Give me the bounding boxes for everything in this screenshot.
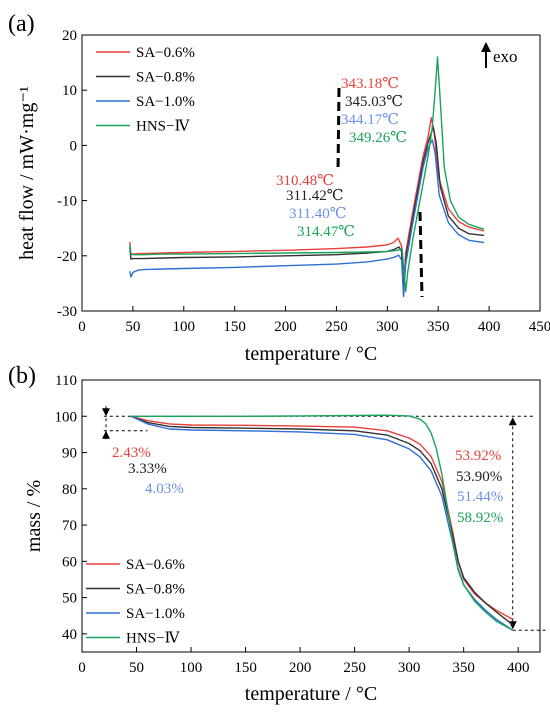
- x-tick-label: 150: [234, 660, 257, 676]
- y-tick-label: 60: [62, 554, 77, 570]
- annotation-label: 58.92%: [457, 510, 503, 526]
- exo-label: exo: [493, 47, 518, 66]
- panel-b-mass-chart: (b) 0 50 100 150 200 250 300 350 400 40 50 60 70 80 9…: [8, 363, 546, 705]
- arrow-up-icon: [101, 430, 110, 439]
- panel-b-label: (b): [8, 363, 36, 389]
- legend-label: SA−0.8%: [126, 582, 185, 598]
- y-tick-label: -30: [57, 304, 77, 320]
- series-line-0: [129, 117, 485, 294]
- panel-b-plot-frame: [81, 379, 541, 653]
- annotation-label: 311.42℃: [286, 188, 343, 204]
- legend-label: SA−0.6%: [126, 557, 185, 573]
- panel-a-y-ticks: -30 -20 -10 0 10 20: [57, 28, 87, 320]
- panel-b-initial-loss-annotations: 2.43%3.33% 4.03%: [112, 445, 184, 497]
- arrow-up-icon: [508, 417, 517, 426]
- annotation-label: 314.47℃: [297, 224, 355, 240]
- legend-label: HNS−Ⅳ: [126, 631, 180, 647]
- y-tick-label: 10: [62, 83, 77, 99]
- annotation-label: 2.43%: [112, 445, 151, 461]
- series-line-3: [129, 56, 485, 293]
- panel-a-onset-marker: [418, 211, 424, 298]
- x-tick-label: 350: [427, 319, 450, 335]
- panel-a-x-axis-label: temperature / °C: [245, 343, 377, 365]
- series-line-2: [130, 415, 514, 631]
- panel-a-plot-frame: [81, 34, 541, 312]
- x-tick-label: 200: [289, 660, 312, 676]
- panel-a-peak-marker: [336, 87, 341, 173]
- panel-a-legend: SA−0.6% SA−0.8% SA−1.0% HNS−Ⅳ: [96, 45, 195, 135]
- annotation-label: 344.17℃: [341, 112, 399, 128]
- x-tick-label: 50: [129, 660, 144, 676]
- y-tick-label: -10: [57, 194, 77, 210]
- x-tick-label: 100: [173, 319, 196, 335]
- legend-label: SA−0.6%: [136, 45, 195, 61]
- annotation-label: 53.92%: [455, 448, 501, 464]
- panel-b-x-ticks: 0 50 100 150 200 250 300 350 400: [78, 647, 529, 676]
- annotation-label: 343.18℃: [341, 76, 399, 92]
- legend-label: SA−1.0%: [126, 606, 185, 622]
- x-tick-label: 300: [398, 660, 421, 676]
- legend-label: SA−1.0%: [136, 94, 195, 110]
- panel-a-label: (a): [8, 11, 35, 37]
- arrow-down-icon: [101, 408, 110, 417]
- y-tick-label: 50: [62, 591, 77, 607]
- y-tick-label: 70: [62, 518, 77, 534]
- panel-b-y-ticks: 40 50 60 70 80 90 100 110: [55, 373, 87, 643]
- x-tick-label: 50: [125, 319, 140, 335]
- y-tick-label: 100: [55, 409, 78, 425]
- x-tick-label: 100: [180, 660, 203, 676]
- x-tick-label: 200: [274, 319, 297, 335]
- y-tick-label: 110: [55, 373, 77, 389]
- annotation-label: 345.03℃: [345, 94, 403, 110]
- x-tick-label: 250: [343, 660, 366, 676]
- x-tick-label: 300: [376, 319, 399, 335]
- panel-b-x-axis-label: temperature / °C: [245, 683, 377, 705]
- panel-a-y-axis-label: heat flow / mW·mg⁻¹: [16, 86, 38, 260]
- y-tick-label: 40: [62, 627, 77, 643]
- x-tick-label: 400: [507, 660, 530, 676]
- x-tick-label: 450: [529, 319, 550, 335]
- annotation-label: 53.90%: [456, 469, 502, 485]
- series-line-2: [129, 139, 485, 298]
- y-tick-label: 90: [62, 446, 77, 462]
- annotation-label: 310.48℃: [276, 173, 334, 189]
- x-tick-label: 350: [452, 660, 475, 676]
- panel-b-y-axis-label: mass / %: [23, 480, 45, 552]
- panel-a-x-ticks: 0 50 100 150 200 250 300 350 400 450: [78, 306, 550, 335]
- series-line-0: [130, 415, 514, 621]
- panel-a-peak-annotations: 343.18℃ 345.03℃ 344.17℃ 349.26℃: [341, 76, 407, 146]
- panel-a-series: [129, 56, 485, 298]
- series-line-1: [130, 415, 514, 626]
- annotation-label: 349.26℃: [349, 130, 407, 146]
- legend-label: SA−0.8%: [136, 70, 195, 86]
- panel-a-exo-note: exo: [481, 42, 518, 68]
- panel-b-series: [130, 414, 514, 631]
- x-tick-label: 0: [78, 660, 86, 676]
- y-tick-label: 80: [62, 482, 77, 498]
- y-tick-label: 20: [62, 28, 77, 44]
- panel-b-legend: SA−0.6% SA−0.8% SA−1.0% HNS−Ⅳ: [86, 557, 185, 647]
- exo-arrowhead-icon: [481, 42, 491, 52]
- annotation-label: 51.44%: [457, 489, 503, 505]
- x-tick-label: 0: [78, 319, 86, 335]
- x-tick-label: 150: [223, 319, 246, 335]
- y-tick-label: -20: [57, 249, 77, 265]
- panel-a-heat-flow-chart: (a) 0 50 100 150 200 250 300 350 400 450 -30-20-1…: [8, 11, 550, 365]
- annotation-label: 4.03%: [145, 481, 184, 497]
- x-tick-label: 250: [325, 319, 348, 335]
- series-line-3: [131, 414, 514, 631]
- annotation-label: 3.33%: [128, 461, 167, 477]
- annotation-label: 311.40℃: [289, 206, 346, 222]
- x-tick-label: 400: [478, 319, 501, 335]
- y-tick-label: 0: [70, 138, 78, 154]
- legend-label: HNS−Ⅳ: [136, 119, 190, 135]
- panel-b-main-loss-annotations: 53.92% 53.90% 51.44% 58.92%: [455, 448, 503, 526]
